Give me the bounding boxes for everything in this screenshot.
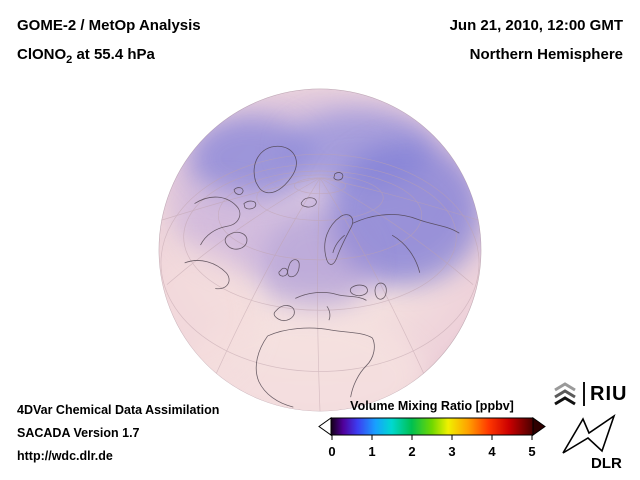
dlr-emblem-icon: DLR xyxy=(562,413,622,472)
mixing-ratio-shading xyxy=(158,91,482,412)
dlr-logo-text: DLR xyxy=(591,455,622,471)
species-level: at 55.4 hPa xyxy=(72,46,155,63)
species-subscript: 2 xyxy=(66,54,73,66)
colorbar: Volume Mixing Ratio [ppbv] 0 1 2 3 4 xyxy=(318,399,546,462)
hemisphere-label: Northern Hemisphere xyxy=(469,46,623,63)
species-name: ClONO xyxy=(17,46,67,63)
globe-svg xyxy=(158,88,482,412)
riu-chevrons-icon xyxy=(554,382,576,406)
product-title: GOME-2 / MetOp Analysis xyxy=(17,17,201,34)
tick-3: 3 xyxy=(448,444,455,459)
colorbar-label: Volume Mixing Ratio [ppbv] xyxy=(350,399,514,413)
tick-0: 0 xyxy=(328,444,335,459)
credit-line-assimilation: 4DVar Chemical Data Assimilation xyxy=(17,403,220,417)
species-title: ClONO2 at 55.4 hPa xyxy=(17,40,201,75)
colorbar-gradient-bar xyxy=(330,417,534,436)
riu-logo-text: RIU xyxy=(590,382,628,405)
datetime-label: Jun 21, 2010, 12:00 GMT xyxy=(449,17,623,34)
dlr-logo: DLR xyxy=(560,413,622,476)
riu-logo: RIU xyxy=(552,381,627,407)
datetime-block: Jun 21, 2010, 12:00 GMT Northern Hemisph… xyxy=(450,11,623,69)
tick-2: 2 xyxy=(408,444,415,459)
colorbar-svg: 0 1 2 3 4 5 xyxy=(318,417,546,459)
colorbar-overflow-arrow xyxy=(532,417,546,436)
globe-map xyxy=(157,87,483,413)
tick-5: 5 xyxy=(528,444,535,459)
colorbar-underflow-arrow xyxy=(318,417,332,436)
colorbar-ticks xyxy=(331,435,533,440)
colorbar-tick-labels: 0 1 2 3 4 5 xyxy=(328,444,535,459)
title-block: GOME-2 / MetOp Analysis ClONO2 at 55.4 h… xyxy=(17,11,201,75)
coastlines xyxy=(184,145,460,408)
graticule xyxy=(160,153,480,412)
credit-line-version: SACADA Version 1.7 xyxy=(17,426,140,440)
credit-line-url: http://wdc.dlr.de xyxy=(17,449,113,463)
tick-4: 4 xyxy=(488,444,496,459)
riu-divider xyxy=(583,382,585,406)
tick-1: 1 xyxy=(368,444,375,459)
credits-block: 4DVar Chemical Data Assimilation SACADA … xyxy=(17,399,219,468)
